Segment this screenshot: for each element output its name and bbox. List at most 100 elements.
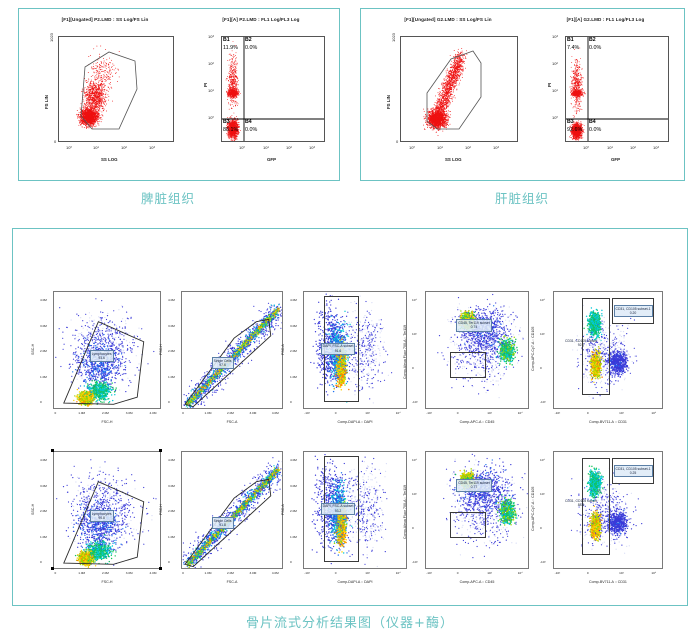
x-tick-1: 10¹: [263, 145, 269, 150]
gate-rect-secondary: [612, 458, 655, 485]
x-tick-3: 10³: [493, 145, 499, 150]
gate-polygon: [426, 50, 482, 130]
y-tick: 0: [40, 400, 42, 404]
x-tick: 3.0M: [249, 571, 256, 575]
selection-handle-tr[interactable]: [159, 449, 162, 452]
y-axis-label: FSC-H: [159, 344, 163, 355]
gate-label-value: 93.2: [323, 509, 354, 514]
flow-plot-r1-c4: CD45, Ter119 subset 0.74 -10³ 0 10³ 10⁴ -10³ 0 1…: [403, 291, 529, 431]
x-tick-3: 10³: [149, 145, 155, 150]
y-tick-0: 10⁰: [208, 115, 214, 120]
x-axis-label: FSC-A: [181, 420, 283, 424]
x-tick: 0: [335, 411, 337, 415]
x-tick: 10³: [619, 571, 623, 575]
gate-overlay: [63, 481, 145, 565]
density-canvas: [437, 293, 524, 399]
quadrant-value-b1: 11.9%: [223, 45, 238, 51]
x-tick: 4.0M: [150, 571, 157, 575]
selection-handle-br[interactable]: [159, 567, 162, 570]
gate-rect-main: [581, 298, 611, 395]
x-tick: 0: [587, 571, 589, 575]
y-tick: 3.0M: [40, 324, 47, 328]
y-tick-2: 10²: [208, 61, 214, 66]
flow-plot-r2-c2: Single Cells 91.8 0 1.0M 2.0M 3.0M 4.0M 0 1.0M 2.…: [159, 451, 283, 591]
gate-label-text: DAPI, FSC-A subset: [323, 504, 354, 508]
y-tick: 0: [540, 366, 542, 370]
y-tick: 0: [290, 400, 292, 404]
gate-label-text: DAPI, FSC-A subset: [323, 344, 354, 348]
selection-handle-bl[interactable]: [51, 567, 54, 570]
x-tick: 0: [587, 411, 589, 415]
x-axis-label: Comp-BV711-A :: CD31: [553, 580, 663, 584]
gate-label: CD31, CD105 subset 92.7: [564, 338, 598, 348]
x-tick-0: 10⁰: [66, 145, 72, 150]
gate-label: DAPI, FSC-A subset 91.6: [320, 342, 356, 356]
x-tick-0: 10⁰: [409, 145, 415, 150]
x-axis-label: Comp-DAPI-A :: DAPI: [303, 420, 407, 424]
y-axis-label: Comp-Alexa Fluor 700-A :: Ter119: [403, 485, 407, 539]
gate-label-text: CD31, CD105 subset-1: [616, 467, 651, 471]
selection-handle-tl[interactable]: [51, 449, 54, 452]
gate-label-text: Single Cells: [214, 519, 232, 523]
x-tick: 0: [182, 571, 184, 575]
x-tick: 10³: [487, 571, 491, 575]
y-tick: 3.0M: [168, 324, 175, 328]
plot-title: [F1][A] P2.LMD : FL1 Log/FL3 Log: [183, 17, 339, 22]
y-tick: 1.0M: [40, 375, 47, 379]
x-tick: -10³: [555, 571, 561, 575]
quadrant-value-b4: 0.0%: [245, 127, 257, 133]
x-tick: 4.0M: [272, 411, 279, 415]
x-tick: -10³: [426, 411, 432, 415]
plot-frame: [425, 451, 529, 569]
plot-frame: [58, 36, 174, 142]
x-axis-label: GFP: [267, 157, 276, 162]
x-tick: 0: [54, 411, 56, 415]
gate-label-text: CD31, CD105 subset: [565, 499, 597, 503]
x-tick: 1.0M: [205, 571, 212, 575]
scatter-canvas: [566, 37, 668, 141]
y-tick: 10³: [540, 332, 544, 336]
plot-frame: [425, 291, 529, 409]
flow-plot-r2-c5: CD31, CD105 subset-1 0.25 CD31, CD105 subs…: [531, 451, 663, 591]
x-tick-2: 10²: [630, 145, 636, 150]
y-tick: 4.0M: [40, 458, 47, 462]
gate-overlay: [63, 321, 145, 405]
y-tick: -10³: [412, 400, 418, 404]
y-tick-3: 10³: [552, 34, 558, 39]
y-tick: 0: [168, 560, 170, 564]
lmd-plot-a-p2: [F1][A] P2.LMD : FL1 Log/FL3 Log PI 10³ …: [183, 9, 339, 179]
x-tick-2: 10²: [286, 145, 292, 150]
plot-title: [F1][Ungated] G2.LMD : SS Log/FS Lin: [367, 17, 529, 22]
flow-plot-r2-c4: CD45, Ter119 subset 0.77 -10³ 0 10³ 10⁴ -10³ 0 1…: [403, 451, 529, 591]
lmd-plot-a-g2: [F1][A] G2.LMD : FL1 Log/FL3 Log PI 10³ …: [527, 9, 684, 179]
x-tick: 10⁴: [396, 411, 401, 415]
x-tick: 10⁴: [651, 411, 656, 415]
gate-label-value: 91.8: [214, 523, 232, 528]
y-tick: 1.0M: [40, 535, 47, 539]
x-tick: 0: [457, 411, 459, 415]
y-tick: 3.0M: [168, 484, 175, 488]
y-tick-0: 10⁰: [552, 115, 558, 120]
gate-label-value: 92.7: [565, 343, 597, 348]
flow-plot-r1-c3: DAPI, FSC-A subset 91.6 -10³ 0 10³ 10⁴ 0 1.0M 2.…: [281, 291, 407, 431]
x-tick: 1.0M: [78, 411, 85, 415]
y-tick: 10³: [412, 492, 416, 496]
x-tick: -10³: [304, 411, 310, 415]
gate-label-value: 93.6: [92, 356, 112, 361]
lmd-plot-ungated-g2: [F1][Ungated] G2.LMD : SS Log/FS Lin FS …: [367, 9, 529, 179]
x-tick: 10³: [365, 411, 369, 415]
x-tick-1: 10¹: [437, 145, 443, 150]
bone-flow-panel: Lymphocytes 93.6 0 1.0M 2.0M 3.0M 4.0M 0 1.0M 2.0…: [12, 228, 688, 606]
y-tick: 2.0M: [40, 509, 47, 513]
gate-label: CD45, Ter119 subset 0.74: [456, 319, 492, 332]
x-axis-label: SS LOG: [445, 157, 462, 162]
caption-liver: 肝脏组织: [422, 188, 622, 207]
x-tick: 4.0M: [150, 411, 157, 415]
y-tick: 1.0M: [168, 375, 175, 379]
y-tick: -10³: [540, 400, 546, 404]
plot-frame: [553, 291, 663, 409]
quadrant-value-b2: 0.0%: [245, 45, 257, 51]
flow-plot-r1-c5: CD31, CD105 subset-1 0.20 CD31, CD105 subs…: [531, 291, 663, 431]
gate-overlay: [184, 318, 272, 408]
x-tick: 2.0M: [102, 411, 109, 415]
